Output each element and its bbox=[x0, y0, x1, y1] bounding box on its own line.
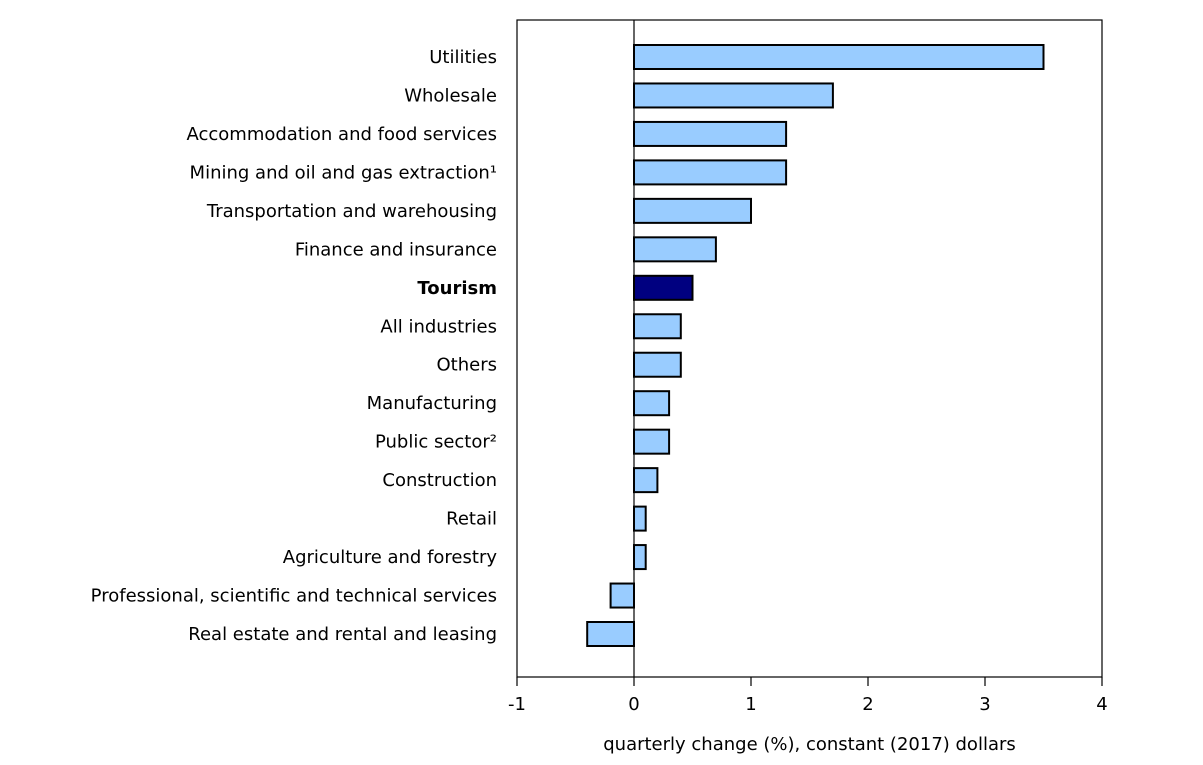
category-label: Mining and oil and gas extraction¹ bbox=[190, 162, 497, 183]
x-axis-label: quarterly change (%), constant (2017) do… bbox=[603, 734, 1016, 755]
bar-agriculture-and-forestry bbox=[633, 544, 647, 571]
bar-all-industries bbox=[633, 313, 682, 340]
bar-retail bbox=[633, 505, 647, 532]
category-label: Others bbox=[437, 355, 498, 376]
category-label: Utilities bbox=[429, 47, 497, 68]
bar-wholesale bbox=[633, 82, 834, 109]
x-tick-label: 3 bbox=[979, 694, 990, 715]
bar-others bbox=[633, 351, 682, 378]
category-label: Tourism bbox=[417, 278, 497, 299]
plot-frame bbox=[516, 19, 1103, 678]
category-label: Accommodation and food services bbox=[187, 124, 498, 145]
category-label: Agriculture and forestry bbox=[283, 547, 498, 568]
bar-tourism bbox=[633, 274, 694, 301]
bar-manufacturing bbox=[633, 390, 671, 417]
category-label: All industries bbox=[380, 316, 497, 337]
bar-professional-scientific-and-technical-services bbox=[609, 582, 635, 609]
category-label: Real estate and rental and leasing bbox=[188, 624, 497, 645]
x-tick-label: 0 bbox=[628, 694, 639, 715]
x-tick-label: -1 bbox=[508, 694, 526, 715]
bar-finance-and-insurance bbox=[633, 236, 717, 263]
category-label: Retail bbox=[446, 509, 497, 530]
x-tick-label: 2 bbox=[862, 694, 873, 715]
category-label: Transportation and warehousing bbox=[206, 201, 497, 222]
bar-public-sector bbox=[633, 428, 671, 455]
bar-real-estate-and-rental-and-leasing bbox=[586, 621, 636, 647]
bar-accommodation-and-food-services bbox=[633, 120, 788, 147]
x-tick-label: 4 bbox=[1096, 694, 1107, 715]
bar-transportation-and-warehousing bbox=[633, 197, 752, 224]
category-label: Manufacturing bbox=[367, 393, 497, 414]
bar-utilities bbox=[633, 44, 1045, 70]
category-label: Wholesale bbox=[404, 85, 497, 106]
category-label: Finance and insurance bbox=[295, 239, 497, 260]
bar-mining-and-oil-and-gas-extraction bbox=[633, 159, 788, 186]
bar-construction bbox=[633, 467, 659, 494]
category-label: Professional, scientific and technical s… bbox=[91, 586, 497, 607]
x-tick-label: 1 bbox=[745, 694, 756, 715]
category-label: Public sector² bbox=[375, 432, 497, 453]
category-label: Construction bbox=[382, 470, 497, 491]
